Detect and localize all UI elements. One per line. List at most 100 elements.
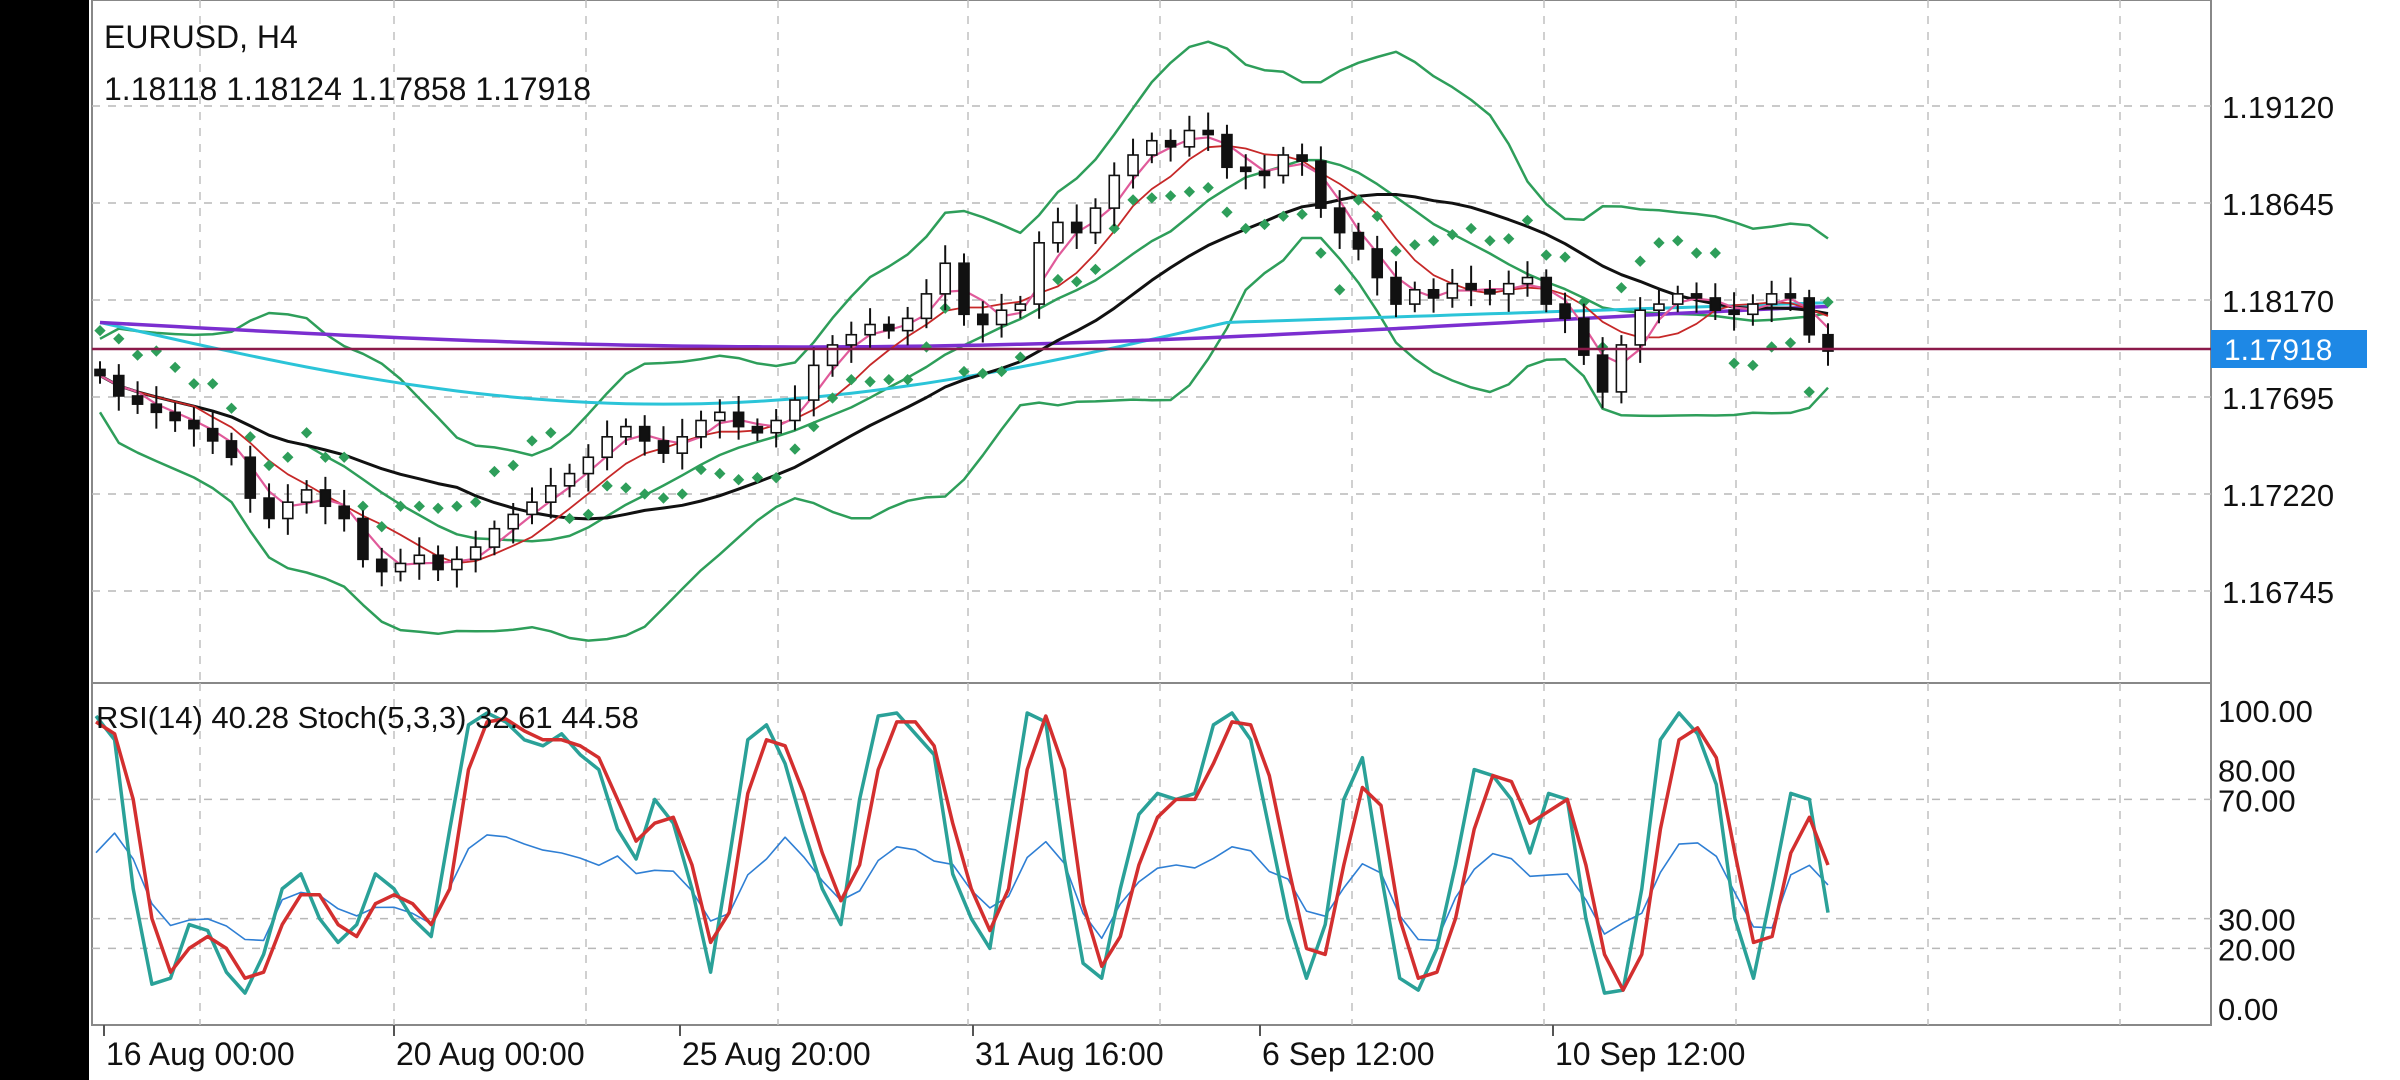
candle-body-up	[1033, 242, 1045, 305]
price-tick-label: 1.18645	[2222, 187, 2334, 222]
indicator-overlays	[94, 40, 1834, 642]
parabolic-sar-dot	[1672, 235, 1684, 247]
parabolic-sar-dot	[977, 367, 989, 380]
candle-body-up	[1089, 207, 1102, 234]
parabolic-sar-dot	[1503, 233, 1515, 245]
time-tick-label: 25 Aug 20:00	[682, 1036, 871, 1072]
candle-body-up	[676, 436, 689, 454]
candle	[1070, 204, 1083, 249]
parabolic-sar-dot	[808, 420, 820, 433]
parabolic-sar-dot	[1709, 247, 1721, 259]
candle-body-up	[1502, 282, 1515, 295]
parabolic-sar-dot	[1071, 275, 1083, 288]
candle-body-down	[375, 558, 388, 573]
parabolic-sar-dot	[563, 512, 576, 525]
time-tick-label: 16 Aug 00:00	[106, 1036, 295, 1072]
parabolic-sar-dot	[545, 427, 557, 439]
parabolic-sar-dot	[244, 431, 256, 443]
candle	[282, 484, 294, 535]
parabolic-sar-dot	[394, 500, 407, 512]
parabolic-sar-dot	[319, 451, 332, 463]
candle	[901, 306, 914, 346]
candle	[883, 316, 895, 339]
candle-body-up	[413, 554, 426, 565]
candle	[1634, 297, 1646, 363]
candle-body-up	[901, 317, 914, 332]
candle-body-down	[1728, 309, 1740, 316]
oscillator-label: RSI(14) 40.28 Stoch(5,3,3) 32.61 44.58	[96, 700, 639, 735]
candle-body-up	[1671, 293, 1684, 305]
parabolic-sar-dot	[1146, 192, 1158, 204]
candle	[150, 386, 163, 429]
parabolic-sar-dot	[1164, 190, 1177, 202]
candle-body-up	[488, 527, 501, 548]
candle-body-down	[1333, 207, 1346, 234]
parabolic-sar-dot	[1277, 210, 1289, 222]
candle-body-down	[169, 411, 181, 422]
candle-body-up	[789, 399, 801, 422]
candle	[1390, 261, 1402, 318]
candle	[845, 321, 858, 363]
candle	[1408, 281, 1421, 313]
candle-body-up	[826, 344, 839, 367]
candle	[375, 547, 388, 587]
ma-purple-line	[99, 304, 1829, 349]
parabolic-sar-dot	[507, 459, 519, 472]
candle	[488, 520, 501, 556]
candle	[620, 418, 632, 445]
oscillator-tick-label: 0.00	[2218, 992, 2278, 1027]
candle	[1822, 323, 1834, 366]
candle	[1089, 198, 1102, 245]
candle-body-up	[451, 558, 463, 571]
parabolic-sar-dot	[751, 472, 764, 484]
candle-body-down	[1315, 160, 1327, 209]
parabolic-sar-dot	[1615, 282, 1628, 294]
parabolic-sar-dot	[714, 467, 726, 480]
parabolic-sar-dot	[207, 378, 219, 390]
candle	[1014, 295, 1027, 319]
parabolic-sar-dot	[432, 502, 444, 514]
parabolic-sar-dot	[789, 443, 801, 455]
parabolic-sar-dot	[676, 488, 688, 500]
parabolic-sar-dot	[883, 373, 895, 386]
rsi-line	[95, 832, 1829, 942]
candle-body-up	[1014, 303, 1027, 312]
candle	[319, 476, 332, 525]
candle-body-down	[1559, 303, 1571, 320]
candle-body-down	[112, 374, 125, 397]
price-tick-label: 1.16745	[2222, 575, 2334, 610]
grid	[92, 0, 2211, 1025]
candle-body-down	[244, 456, 257, 499]
candle-body-down	[263, 497, 275, 520]
candle-body-down	[206, 427, 219, 442]
candle-body-down	[1540, 276, 1553, 305]
candle-body-down	[1784, 293, 1797, 299]
parabolic-sar-dot	[845, 373, 857, 386]
candle-body-down	[1803, 297, 1816, 336]
candle-body-down	[131, 395, 144, 405]
candle-body-down	[883, 323, 895, 332]
candle-body-up	[601, 436, 613, 459]
candle-body-up	[507, 513, 520, 530]
candle-body-up	[300, 489, 313, 503]
parabolic-sar-dot	[1803, 386, 1815, 398]
time-tick-label: 31 Aug 16:00	[975, 1036, 1164, 1072]
parabolic-sar-dot	[1634, 255, 1646, 267]
candle	[1221, 124, 1233, 179]
candle-body-up	[695, 419, 707, 438]
candle	[357, 510, 369, 568]
oscillator-tick-label: 20.00	[2218, 932, 2296, 967]
candle-body-down	[1465, 282, 1477, 291]
parabolic-sar-dot	[225, 402, 238, 414]
candle	[1371, 235, 1384, 296]
parabolic-sar-dot	[338, 451, 350, 463]
candle	[1315, 146, 1327, 218]
candle-body-down	[1239, 166, 1252, 173]
parabolic-sar-dot	[1183, 186, 1196, 198]
candle-body-up	[807, 364, 820, 401]
candle	[1521, 261, 1534, 297]
candle	[244, 445, 257, 513]
candle	[188, 407, 200, 447]
